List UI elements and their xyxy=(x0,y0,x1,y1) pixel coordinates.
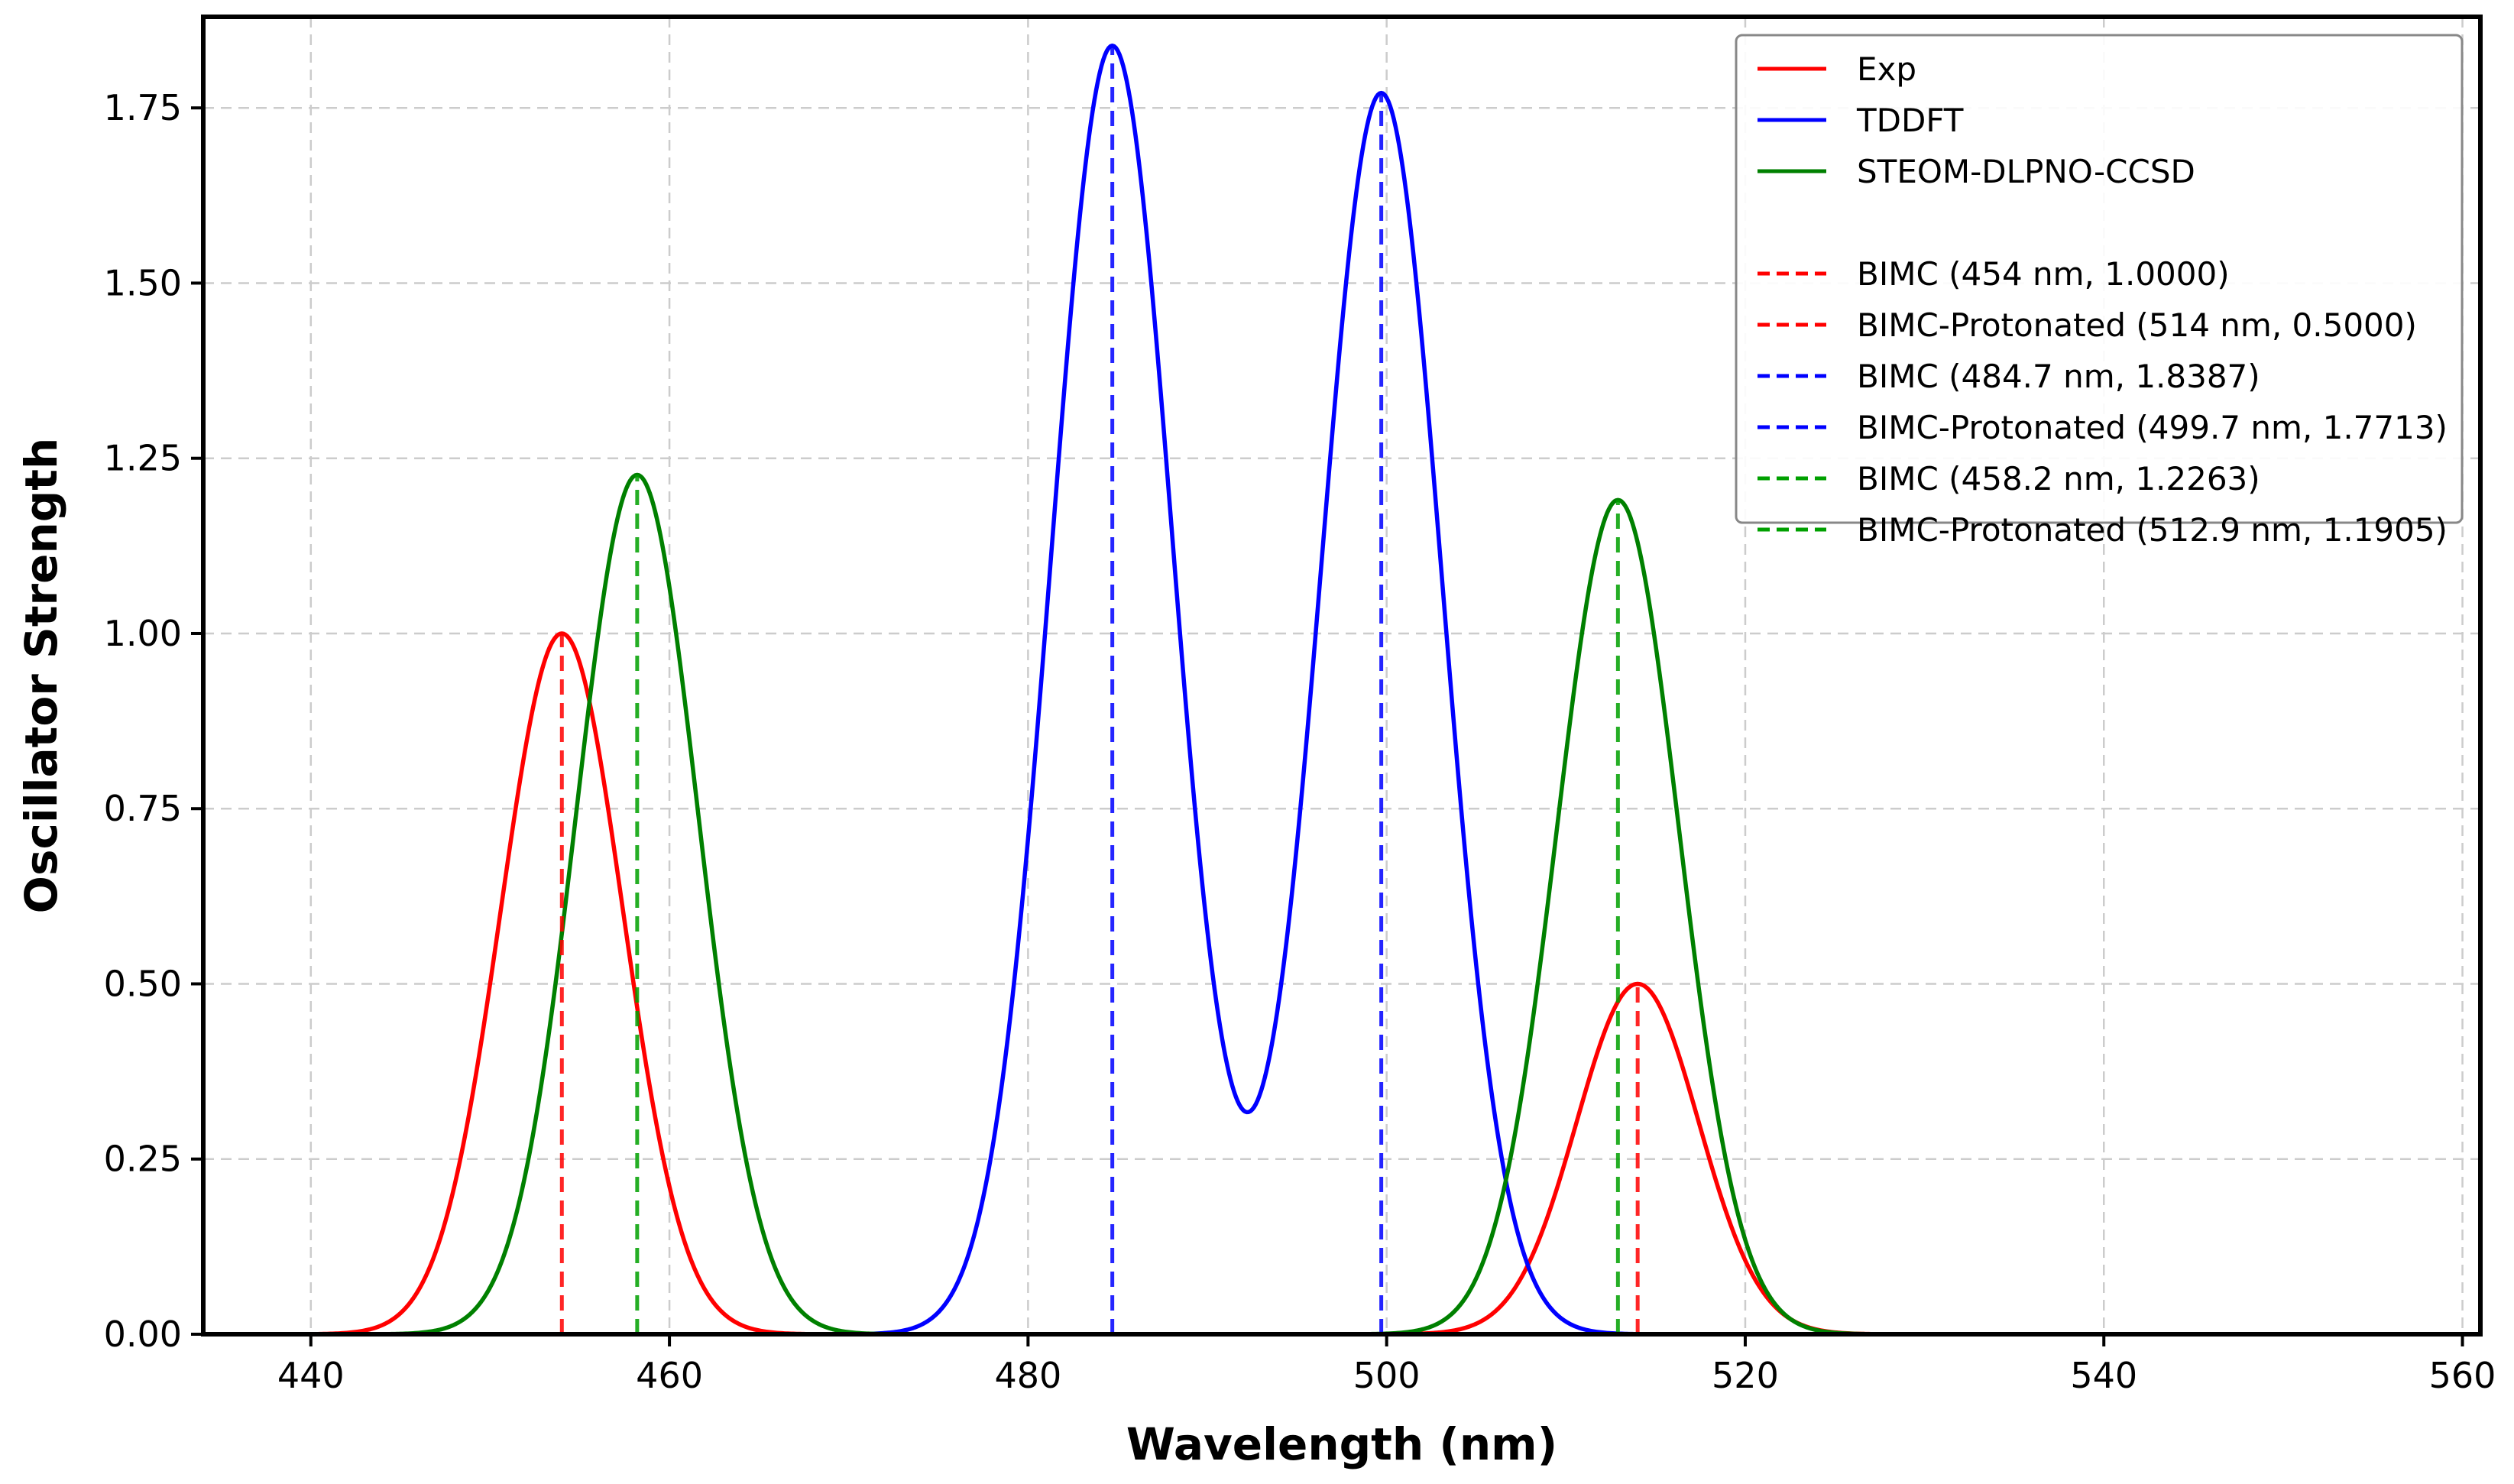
legend-label: BIMC (484.7 nm, 1.8387) xyxy=(1857,358,2260,395)
stick-layer xyxy=(559,45,1640,1334)
plot-frame xyxy=(201,15,2483,1337)
y-tick-label: 1.75 xyxy=(104,87,182,128)
y-tick-label: 0.25 xyxy=(104,1139,182,1180)
x-tick-label: 460 xyxy=(636,1355,703,1396)
legend-label: BIMC-Protonated (512.9 nm, 1.1905) xyxy=(1857,511,2448,549)
x-tick-label: 520 xyxy=(1712,1355,1779,1396)
x-tick-label: 540 xyxy=(2070,1355,2137,1396)
legend-label: BIMC-Protonated (514 nm, 0.5000) xyxy=(1857,306,2417,344)
x-tick-label: 480 xyxy=(994,1355,1061,1396)
tick-layer: 440 460 480 500 520 540 560 0.00 0.25 0.50 0.75 1.0… xyxy=(104,87,2496,1396)
x-tick-label: 500 xyxy=(1353,1355,1421,1396)
legend: Exp TDDFT STEOM-DLPNO-CCSD BIMC (454 nm, 1.… xyxy=(1735,34,2464,549)
x-axis-title: Wavelength (nm) xyxy=(1126,1418,1557,1470)
legend-label: TDDFT xyxy=(1856,102,1964,139)
y-tick-label: 1.50 xyxy=(104,262,182,303)
y-tick-label: 1.25 xyxy=(104,438,182,479)
legend-label: BIMC (454 nm, 1.0000) xyxy=(1857,255,2230,293)
x-tick-label: 560 xyxy=(2429,1355,2496,1396)
y-tick-label: 0.75 xyxy=(104,788,182,829)
y-tick-label: 0.50 xyxy=(104,963,182,1004)
legend-label: BIMC-Protonated (499.7 nm, 1.7713) xyxy=(1857,409,2448,446)
legend-label: Exp xyxy=(1857,50,1916,88)
x-tick-label: 440 xyxy=(277,1355,345,1396)
legend-label: STEOM-DLPNO-CCSD xyxy=(1857,153,2195,190)
legend-box xyxy=(1735,34,2464,524)
y-axis-title: Oscillator Strength xyxy=(15,438,67,914)
y-tick-label: 0.00 xyxy=(104,1314,182,1355)
legend-label: BIMC (458.2 nm, 1.2263) xyxy=(1857,460,2260,497)
y-tick-label: 1.00 xyxy=(104,613,182,654)
